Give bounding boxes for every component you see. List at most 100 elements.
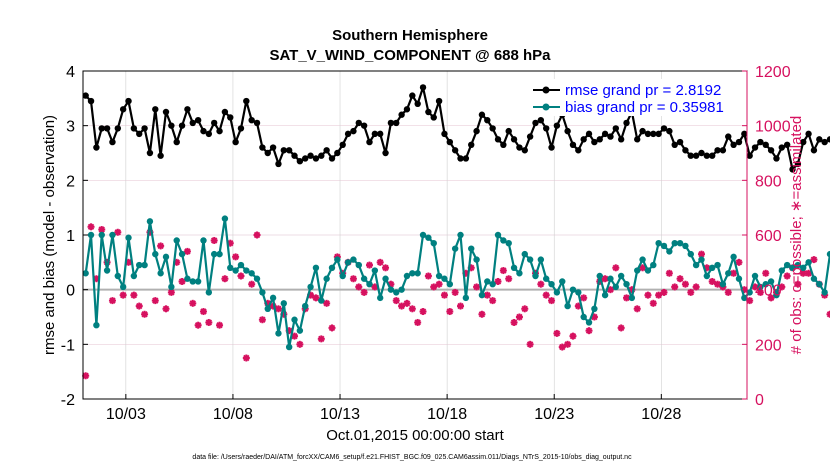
rmse-point: [473, 127, 480, 135]
obs-assimilated-core: [827, 312, 830, 317]
bias-point: [671, 240, 678, 247]
legend-rmse-label: rmse grand pr = 2.8192: [565, 82, 721, 99]
rmse-point: [494, 136, 502, 143]
obs-assimilated-core: [131, 292, 137, 298]
obs-assimilated-core: [554, 331, 560, 336]
obs-assimilated-point: [258, 316, 266, 324]
obs-assimilated-point: [398, 302, 406, 310]
obs-assimilated-core: [436, 282, 442, 287]
obs-assimilated-core: [217, 323, 222, 328]
obs-assimilated-point: [365, 261, 373, 269]
obs-assimilated-core: [592, 314, 597, 320]
obs-assimilated-core: [517, 314, 522, 320]
bias-point: [323, 275, 330, 282]
rmse-point: [521, 147, 528, 154]
rmse-point: [146, 149, 154, 157]
bias-point: [794, 261, 802, 269]
rmse-point: [767, 147, 775, 154]
rmse-point: [275, 160, 282, 168]
bias-point: [478, 291, 486, 299]
obs-assimilated-point: [435, 280, 443, 288]
rmse-point: [708, 152, 716, 159]
obs-assimilated-core: [763, 271, 768, 276]
obs-assimilated-point: [564, 340, 572, 348]
rmse-point: [757, 138, 764, 146]
rmse-point: [323, 147, 330, 154]
bias-point: [489, 281, 496, 288]
rmse-point: [82, 92, 89, 99]
legend-bias-label: bias grand pr = 0.35981: [565, 99, 724, 116]
obs-assimilated-core: [110, 298, 115, 303]
bias-point: [269, 294, 277, 302]
obs-assimilated-point: [130, 291, 138, 299]
rmse-point: [339, 141, 346, 148]
obs-assimilated-core: [88, 224, 94, 229]
rmse-point: [644, 130, 652, 138]
obs-assimilated-point: [82, 372, 90, 380]
obs-assimilated-point: [242, 354, 250, 362]
rmse-point: [585, 130, 593, 138]
rmse-point: [216, 127, 223, 135]
legend-bias-marker: [542, 103, 550, 111]
bias-point: [425, 234, 432, 241]
obs-assimilated-core: [677, 276, 683, 281]
y-axis-right: 0 200 400 600 800 1000 1200: [742, 64, 791, 409]
obs-assimilated-core: [233, 254, 238, 260]
obs-assimilated-core: [94, 276, 99, 281]
obs-assimilated-point: [392, 297, 400, 305]
rmse-point: [119, 106, 127, 113]
bias-point: [216, 250, 223, 258]
rmse-point: [446, 138, 454, 146]
bias-point: [446, 281, 454, 288]
y-axis-left: -2 -1 0 1 2 3 4: [61, 64, 88, 409]
obs-assimilated-point: [681, 280, 689, 288]
rmse-point: [575, 147, 582, 154]
rmse-point: [398, 111, 405, 118]
obs-assimilated-core: [656, 292, 661, 298]
obs-assimilated-core: [688, 290, 693, 295]
obs-assimilated-point: [489, 297, 497, 305]
rmse-point: [205, 130, 213, 138]
bias-point: [227, 264, 234, 271]
bias-point: [805, 259, 812, 266]
obs-assimilated-core: [811, 257, 817, 262]
rmse-point: [542, 125, 550, 132]
rmse-point: [639, 127, 646, 135]
rmse-point: [425, 108, 432, 116]
bias-point: [387, 286, 395, 293]
rmse-point: [601, 130, 609, 138]
bias-point: [800, 264, 807, 271]
obs-assimilated-core: [527, 342, 533, 347]
obs-assimilated-point: [526, 340, 534, 348]
obs-assimilated-core: [602, 276, 608, 281]
obs-assimilated-core: [361, 290, 367, 295]
rmse-point: [157, 152, 164, 159]
bias-point: [591, 305, 598, 312]
rmse-point: [462, 155, 470, 162]
rmse-point: [371, 130, 379, 138]
bias-point: [826, 250, 830, 258]
obs-assimilated-point: [108, 297, 116, 305]
rmse-point: [430, 114, 437, 121]
bias-point: [500, 237, 507, 244]
obs-assimilated-point: [457, 302, 465, 310]
rmse-point: [655, 130, 662, 138]
bias-point: [628, 294, 636, 302]
obs-assimilated-core: [699, 251, 704, 257]
bias-point: [703, 272, 711, 280]
bias-point: [617, 272, 625, 280]
obs-assimilated-core: [495, 279, 501, 284]
obs-assimilated-point: [585, 327, 593, 335]
bias-point: [510, 264, 518, 271]
rmse-point: [516, 144, 523, 151]
y2-tick-label: 800: [755, 173, 782, 190]
obs-assimilated-point: [676, 275, 684, 283]
bias-point: [810, 275, 818, 282]
rmse-point: [762, 141, 769, 148]
bias-point: [526, 256, 534, 263]
obs-assimilated-point: [317, 335, 325, 343]
obs-assimilated-core: [195, 323, 201, 328]
bias-point: [173, 237, 180, 244]
obs-assimilated-point: [119, 291, 127, 299]
y-tick-label: -1: [61, 337, 75, 354]
